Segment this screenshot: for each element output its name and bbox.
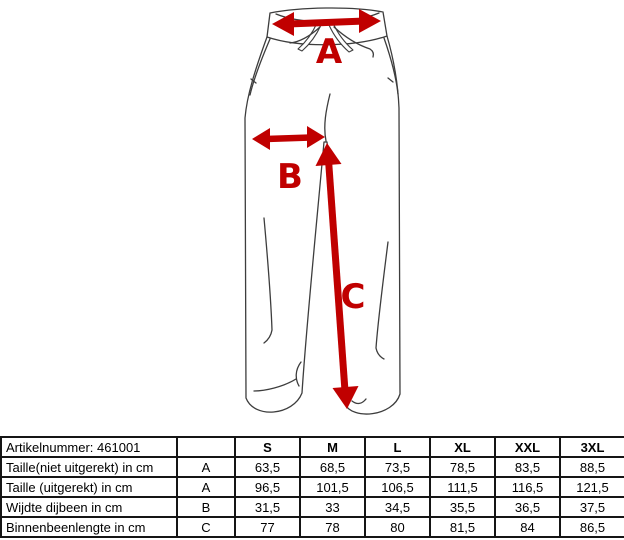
- value-cell: 121,5: [559, 476, 624, 498]
- row-letter: B: [176, 496, 236, 518]
- row-letter: A: [176, 456, 236, 478]
- value-cell: 101,5: [299, 476, 366, 498]
- left-hem-wrinkle-2: [253, 378, 297, 392]
- left-leg-crease: [263, 217, 273, 344]
- waist-label: A: [316, 32, 343, 72]
- row-label: Taille (uitgerekt) in cm: [0, 476, 178, 498]
- letter-column-header: [176, 436, 236, 458]
- table-row-waist-stretched: Taille (uitgerekt) in cm A 96,5 101,5 10…: [0, 476, 624, 498]
- size-header-xl: XL: [429, 436, 496, 458]
- value-cell: 83,5: [494, 456, 561, 478]
- article-number: Artikelnummer: 461001: [0, 436, 178, 458]
- value-cell: 63,5: [234, 456, 301, 478]
- left-pocket-seam: [249, 38, 271, 96]
- drawstring-left-loop: [289, 26, 321, 44]
- value-cell: 31,5: [234, 496, 301, 518]
- thigh-arrow-right-head: [307, 126, 325, 148]
- value-cell: 33: [299, 496, 366, 518]
- value-cell: 78: [299, 516, 366, 538]
- value-cell: 96,5: [234, 476, 301, 498]
- size-header-m: M: [299, 436, 366, 458]
- value-cell: 80: [364, 516, 431, 538]
- drawstring-right-loop: [333, 26, 375, 58]
- value-cell: 77: [234, 516, 301, 538]
- value-cell: 111,5: [429, 476, 496, 498]
- size-table-header-row: Artikelnummer: 461001 S M L XL XXL 3XL: [0, 436, 624, 458]
- waist-arrow-left-head: [272, 12, 294, 36]
- table-row-waist-unstretched: Taille(niet uitgerekt) in cm A 63,5 68,5…: [0, 456, 624, 478]
- inseam-arrow: [315, 143, 359, 409]
- waist-arrow-right-head: [359, 9, 381, 33]
- left-hem-wrinkle: [295, 361, 302, 387]
- size-header-xxl: XXL: [494, 436, 561, 458]
- row-label: Binnenbeenlengte in cm: [0, 516, 178, 538]
- inseam-arrow-top-head: [315, 143, 342, 166]
- right-pocket-tick: [387, 77, 394, 83]
- waist-arrow: [272, 9, 381, 36]
- value-cell: 81,5: [429, 516, 496, 538]
- value-cell: 68,5: [299, 456, 366, 478]
- size-header-l: L: [364, 436, 431, 458]
- thigh-arrow-left-head: [252, 128, 270, 150]
- value-cell: 86,5: [559, 516, 624, 538]
- right-hem-wrinkle: [351, 398, 367, 405]
- row-letter: C: [176, 516, 236, 538]
- value-cell: 34,5: [364, 496, 431, 518]
- inseam-arrow-bottom-head: [332, 386, 359, 409]
- value-cell: 37,5: [559, 496, 624, 518]
- size-header-s: S: [234, 436, 301, 458]
- value-cell: 73,5: [364, 456, 431, 478]
- table-row-thigh-width: Wijdte dijbeen in cm B 31,5 33 34,5 35,5…: [0, 496, 624, 518]
- inseam-label: C: [341, 277, 366, 317]
- left-pocket-tick: [250, 78, 257, 84]
- size-table: Artikelnummer: 461001 S M L XL XXL 3XL T…: [0, 436, 624, 538]
- value-cell: 78,5: [429, 456, 496, 478]
- row-label: Wijdte dijbeen in cm: [0, 496, 178, 518]
- row-letter: A: [176, 476, 236, 498]
- right-leg-crease: [375, 241, 389, 360]
- pants-measurement-diagram: A B C: [244, 7, 401, 415]
- right-pocket-seam: [383, 37, 399, 95]
- value-cell: 84: [494, 516, 561, 538]
- value-cell: 116,5: [494, 476, 561, 498]
- waistband-bottom-seam: [266, 35, 388, 46]
- fly-seam: [324, 93, 331, 142]
- value-cell: 106,5: [364, 476, 431, 498]
- thigh-label: B: [277, 157, 303, 197]
- thigh-arrow: [252, 126, 325, 150]
- value-cell: 88,5: [559, 456, 624, 478]
- value-cell: 35,5: [429, 496, 496, 518]
- value-cell: 36,5: [494, 496, 561, 518]
- table-row-inner-leg-length: Binnenbeenlengte in cm C 77 78 80 81,5 8…: [0, 516, 624, 538]
- drawstring-right-end: [328, 22, 354, 53]
- size-header-3xl: 3XL: [559, 436, 624, 458]
- row-label: Taille(niet uitgerekt) in cm: [0, 456, 178, 478]
